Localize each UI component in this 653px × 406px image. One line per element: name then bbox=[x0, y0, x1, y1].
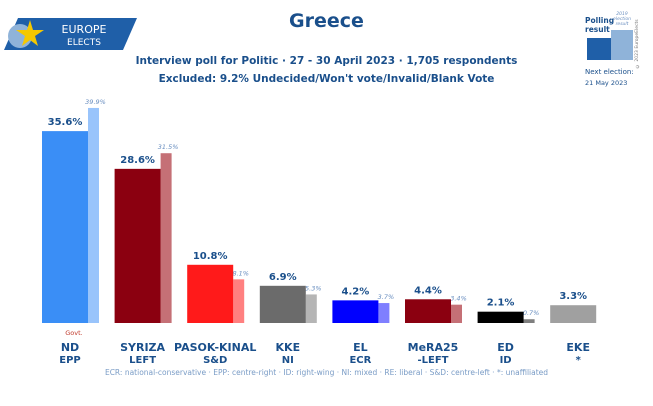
next-election-label: Next election: bbox=[585, 68, 634, 76]
bar-poll-PASOK-KINAL bbox=[187, 264, 234, 323]
bar-poll-EKE bbox=[550, 305, 597, 323]
party-label: EL bbox=[353, 341, 368, 354]
prev-value-label: 3.7% bbox=[378, 293, 395, 301]
party-label: ND bbox=[61, 341, 79, 354]
bar-2019-ED bbox=[523, 319, 535, 323]
legend: Polling result 2019 election result © 20… bbox=[585, 12, 650, 93]
bar-poll-KKE bbox=[259, 285, 306, 323]
group-label: ID bbox=[500, 355, 512, 366]
value-label: 4.2% bbox=[342, 286, 370, 297]
group-label: LEFT bbox=[129, 355, 156, 366]
bar-2019-ND bbox=[88, 107, 99, 324]
value-label: 3.3% bbox=[559, 291, 587, 302]
logo-text-1: EUROPE bbox=[62, 23, 107, 36]
next-election-date: 21 May 2023 bbox=[585, 79, 628, 87]
govt-annotation: Govt. bbox=[65, 329, 82, 337]
group-label: EPP bbox=[59, 355, 81, 366]
chart-subtitle: Interview poll for Politic · 27 - 30 Apr… bbox=[135, 55, 518, 67]
bar-2019-KKE bbox=[305, 294, 317, 323]
legend-swatch-poll bbox=[587, 38, 611, 60]
europe-elects-logo: EUROPE ELECTS bbox=[4, 18, 137, 50]
bar-2019-EL bbox=[378, 303, 390, 323]
prev-value-label: 39.9% bbox=[85, 98, 106, 106]
bar-2019-PASOK-KINAL bbox=[233, 279, 245, 323]
party-label: KKE bbox=[276, 341, 301, 354]
legend-swatch-election bbox=[611, 30, 633, 60]
value-label: 10.8% bbox=[193, 251, 228, 262]
logo-text-2: ELECTS bbox=[67, 38, 101, 48]
value-label: 6.9% bbox=[269, 272, 297, 283]
footnote: ECR: national-conservative · EPP: centre… bbox=[104, 368, 549, 377]
bar-2019-SYRIZA bbox=[160, 153, 172, 323]
prev-value-label: 5.3% bbox=[305, 284, 322, 292]
group-label: -LEFT bbox=[417, 355, 448, 366]
chart-title: Greece bbox=[289, 10, 364, 32]
group-label: * bbox=[576, 355, 582, 366]
bar-poll-MeRA25 bbox=[405, 299, 451, 323]
bar-2019-MeRA25 bbox=[451, 304, 462, 323]
bar-poll-ED bbox=[477, 311, 524, 323]
party-label: EKE bbox=[566, 341, 590, 354]
value-label: 35.6% bbox=[48, 117, 83, 128]
bar-poll-EL bbox=[332, 300, 379, 323]
value-label: 4.4% bbox=[414, 285, 442, 296]
prev-value-label: 8.1% bbox=[232, 269, 249, 277]
prev-value-label: 3.4% bbox=[450, 295, 467, 303]
legend-election-label: 2019 election result bbox=[613, 12, 631, 27]
group-label: NI bbox=[282, 355, 294, 366]
group-label: S&D bbox=[203, 355, 227, 366]
party-label: SYRIZA bbox=[120, 341, 165, 354]
prev-value-label: 0.7% bbox=[523, 309, 540, 317]
group-label: ECR bbox=[349, 355, 371, 366]
prev-value-label: 31.5% bbox=[158, 143, 179, 151]
bar-poll-ND bbox=[42, 131, 88, 323]
party-label: MeRA25 bbox=[408, 341, 459, 354]
bar-poll-SYRIZA bbox=[114, 168, 161, 323]
value-label: 28.6% bbox=[120, 155, 155, 166]
value-label: 2.1% bbox=[487, 298, 515, 309]
legend-poll-label: Polling result bbox=[585, 16, 615, 34]
excluded-note: Excluded: 9.2% Undecided/Won't vote/Inva… bbox=[158, 73, 495, 85]
party-label: ED bbox=[497, 341, 514, 354]
party-label: PASOK-KINAL bbox=[174, 341, 256, 354]
